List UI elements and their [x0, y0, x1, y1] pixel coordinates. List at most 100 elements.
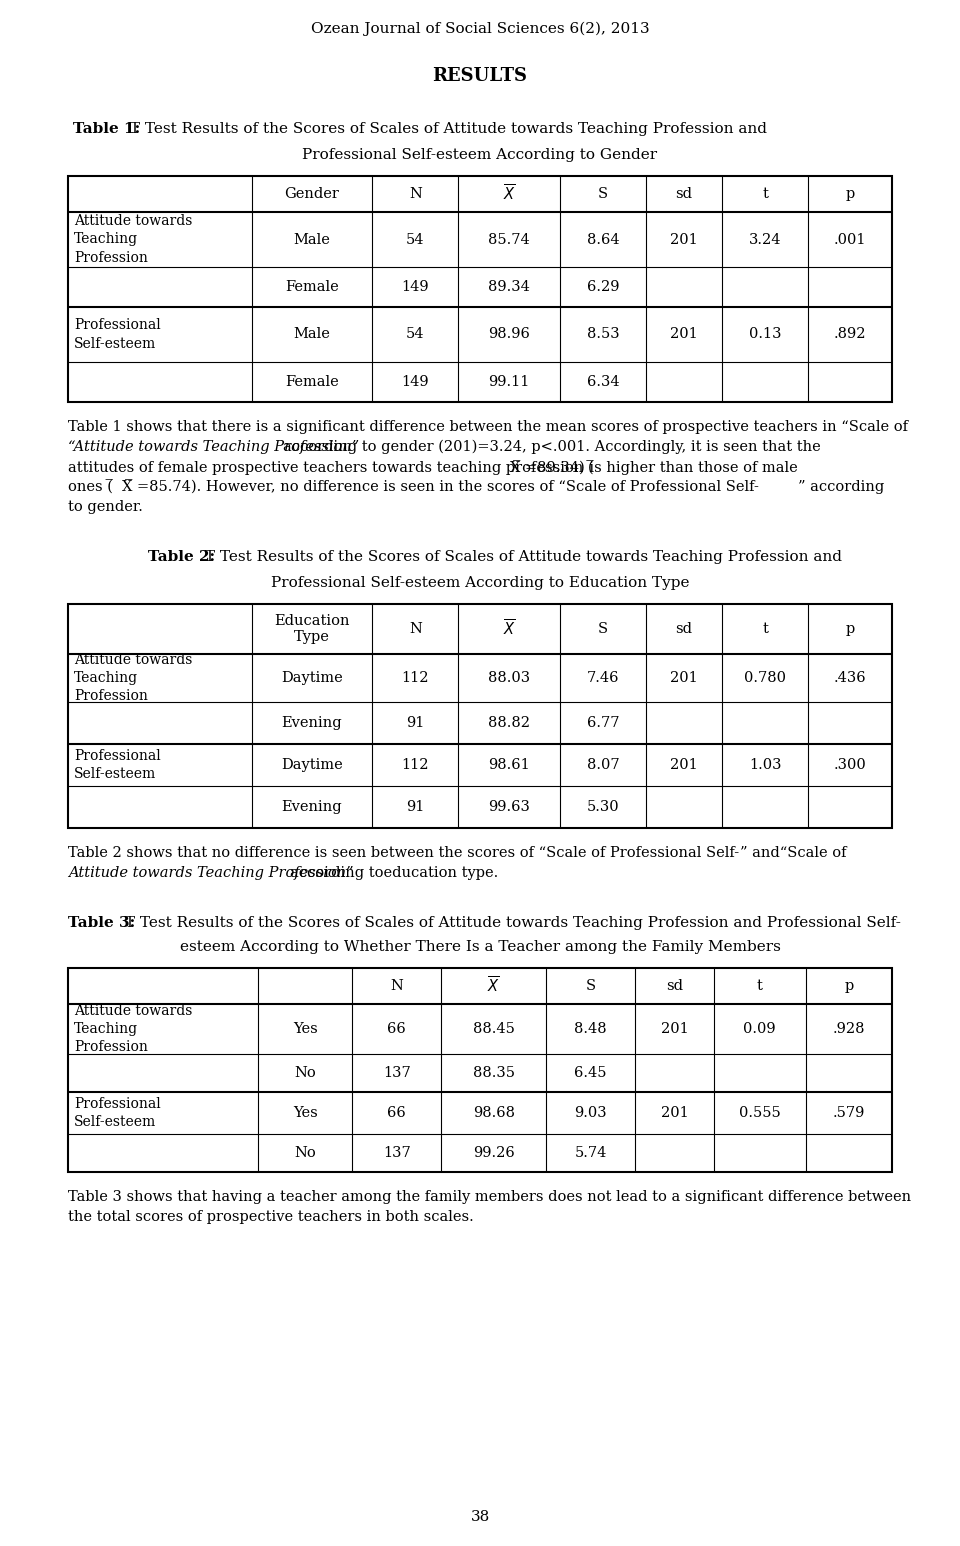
Text: 98.61: 98.61: [489, 758, 530, 771]
Text: RESULTS: RESULTS: [433, 66, 527, 85]
Text: No: No: [294, 1146, 316, 1160]
Text: T Test Results of the Scores of Scales of Attitude towards Teaching Profession a: T Test Results of the Scores of Scales o…: [120, 915, 900, 931]
Text: ” according: ” according: [798, 479, 884, 495]
Text: 7.46: 7.46: [587, 671, 619, 685]
Text: 99.26: 99.26: [473, 1146, 515, 1160]
Text: Male: Male: [294, 232, 330, 246]
Text: Table 1 shows that there is a significant difference between the mean scores of : Table 1 shows that there is a significan…: [68, 421, 908, 434]
Text: to gender.: to gender.: [68, 499, 143, 513]
Text: Table 1:: Table 1:: [73, 122, 140, 136]
Text: according toeducation type.: according toeducation type.: [290, 866, 498, 880]
Text: X̅ =85.74). However, no difference is seen in the scores of “Scale of Profession: X̅ =85.74). However, no difference is se…: [122, 479, 758, 495]
Text: $\overline{X}$: $\overline{X}$: [503, 184, 516, 204]
Text: 38: 38: [470, 1510, 490, 1524]
Text: 201: 201: [670, 328, 698, 342]
Text: 6.45: 6.45: [574, 1067, 607, 1081]
Text: 1.03: 1.03: [749, 758, 781, 771]
Text: Yes: Yes: [293, 1105, 318, 1119]
Text: .892: .892: [834, 328, 867, 342]
Text: Attitude towards Teaching Profession”: Attitude towards Teaching Profession”: [68, 866, 353, 880]
Text: .001: .001: [834, 232, 867, 246]
Text: t: t: [756, 979, 762, 993]
Text: N: N: [409, 621, 421, 635]
Text: Professional
Self-esteem: Professional Self-esteem: [74, 318, 160, 351]
Text: 88.45: 88.45: [473, 1022, 515, 1036]
Text: 9.03: 9.03: [574, 1105, 607, 1119]
Text: N: N: [409, 187, 421, 201]
Text: sd: sd: [676, 187, 692, 201]
Text: Professional
Self-esteem: Professional Self-esteem: [74, 1096, 160, 1129]
Text: 88.82: 88.82: [488, 716, 530, 730]
Text: Attitude towards
Teaching
Profession: Attitude towards Teaching Profession: [74, 213, 192, 264]
Text: 5.30: 5.30: [587, 799, 619, 815]
Text: Ozean Journal of Social Sciences 6(2), 2013: Ozean Journal of Social Sciences 6(2), 2…: [311, 22, 649, 37]
Text: 201: 201: [670, 671, 698, 685]
Text: 5.74: 5.74: [574, 1146, 607, 1160]
Text: “Attitude towards Teaching Profession”: “Attitude towards Teaching Profession”: [68, 441, 359, 455]
Text: Daytime: Daytime: [281, 671, 343, 685]
Text: .436: .436: [834, 671, 867, 685]
Text: T Test Results of the Scores of Scales of Attitude towards Teaching Profession a: T Test Results of the Scores of Scales o…: [125, 122, 767, 136]
Text: Male: Male: [294, 328, 330, 342]
Text: 8.53: 8.53: [587, 328, 619, 342]
Bar: [68, 968, 892, 1172]
Text: 85.74: 85.74: [489, 232, 530, 246]
Text: 66: 66: [388, 1022, 406, 1036]
Text: Professional
Self-esteem: Professional Self-esteem: [74, 748, 160, 781]
Text: sd: sd: [676, 621, 692, 635]
Text: N: N: [391, 979, 403, 993]
Text: sd: sd: [666, 979, 683, 993]
Bar: [68, 604, 892, 829]
Text: ones (̅: ones (̅: [68, 479, 113, 495]
Text: 66: 66: [388, 1105, 406, 1119]
Text: 88.03: 88.03: [488, 671, 530, 685]
Text: 8.07: 8.07: [587, 758, 619, 771]
Text: Table 2:: Table 2:: [148, 550, 215, 564]
Text: $\overline{X}$: $\overline{X}$: [503, 618, 516, 638]
Text: Yes: Yes: [293, 1022, 318, 1036]
Text: 91: 91: [406, 799, 424, 815]
Text: according to gender (201)=3.24, p<.001. Accordingly, it is seen that the: according to gender (201)=3.24, p<.001. …: [283, 441, 821, 455]
Text: Evening: Evening: [281, 799, 343, 815]
Text: T Test Results of the Scores of Scales of Attitude towards Teaching Profession a: T Test Results of the Scores of Scales o…: [200, 550, 842, 564]
Text: Table 3:: Table 3:: [68, 915, 135, 931]
Text: .579: .579: [832, 1105, 865, 1119]
Text: 0.780: 0.780: [744, 671, 786, 685]
Text: 89.34: 89.34: [489, 280, 530, 294]
Text: 91: 91: [406, 716, 424, 730]
Text: Professional Self-esteem According to Education Type: Professional Self-esteem According to Ed…: [271, 577, 689, 591]
Text: 201: 201: [660, 1022, 688, 1036]
Text: 88.35: 88.35: [472, 1067, 515, 1081]
Text: 98.96: 98.96: [489, 328, 530, 342]
Text: t: t: [762, 621, 768, 635]
Text: Evening: Evening: [281, 716, 343, 730]
Text: S: S: [598, 621, 608, 635]
Text: Daytime: Daytime: [281, 758, 343, 771]
Text: 3.24: 3.24: [749, 232, 781, 246]
Text: 6.77: 6.77: [587, 716, 619, 730]
Text: 0.13: 0.13: [749, 328, 781, 342]
Text: 137: 137: [383, 1067, 411, 1081]
Text: Table 3 shows that having a teacher among the family members does not lead to a : Table 3 shows that having a teacher amon…: [68, 1190, 911, 1204]
Text: 149: 149: [401, 376, 429, 390]
Text: Attitude towards
Teaching
Profession: Attitude towards Teaching Profession: [74, 652, 192, 703]
Text: p: p: [846, 187, 854, 201]
Bar: [68, 176, 892, 402]
Text: 8.48: 8.48: [574, 1022, 607, 1036]
Text: $\overline{X}$: $\overline{X}$: [488, 976, 500, 996]
Text: 201: 201: [670, 758, 698, 771]
Text: 112: 112: [401, 758, 429, 771]
Text: 54: 54: [406, 232, 424, 246]
Text: Professional Self-esteem According to Gender: Professional Self-esteem According to Ge…: [302, 148, 658, 162]
Text: .300: .300: [834, 758, 867, 771]
Text: esteem According to Whether There Is a Teacher among the Family Members: esteem According to Whether There Is a T…: [180, 940, 780, 954]
Text: 99.63: 99.63: [489, 799, 530, 815]
Text: 201: 201: [660, 1105, 688, 1119]
Text: 0.09: 0.09: [743, 1022, 776, 1036]
Text: p: p: [844, 979, 853, 993]
Text: 98.68: 98.68: [472, 1105, 515, 1119]
Text: 112: 112: [401, 671, 429, 685]
Text: X̅ =89.34) is higher than those of male: X̅ =89.34) is higher than those of male: [510, 461, 798, 475]
Text: ” and“Scale of: ” and“Scale of: [740, 846, 847, 860]
Text: Table 2 shows that no difference is seen between the scores of “Scale of Profess: Table 2 shows that no difference is seen…: [68, 846, 739, 860]
